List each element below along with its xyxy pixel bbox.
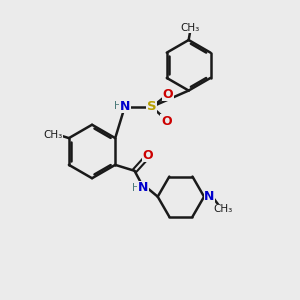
Text: O: O <box>163 88 173 100</box>
Text: N: N <box>204 190 214 203</box>
Text: N: N <box>119 100 130 113</box>
Text: O: O <box>142 149 153 162</box>
Text: CH₃: CH₃ <box>214 204 233 214</box>
Text: S: S <box>147 100 156 113</box>
Text: H: H <box>114 101 122 111</box>
Text: H: H <box>132 183 140 193</box>
Text: N: N <box>138 181 148 194</box>
Text: O: O <box>161 115 172 128</box>
Text: CH₃: CH₃ <box>181 22 200 32</box>
Text: CH₃: CH₃ <box>43 130 62 140</box>
